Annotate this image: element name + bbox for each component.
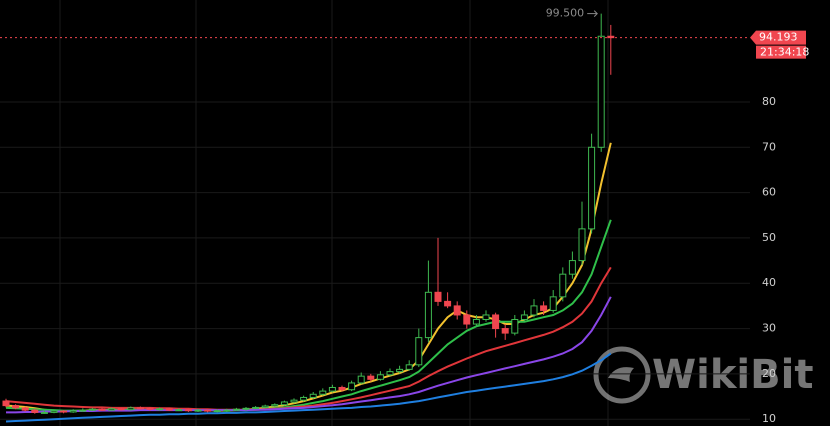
candle-body	[501, 328, 509, 334]
candle-body	[549, 296, 557, 311]
candle-body	[396, 368, 404, 373]
moving-average-line	[5, 266, 612, 411]
candle-body	[79, 409, 87, 412]
candle-body	[348, 382, 356, 391]
y-tick-label: 20	[762, 367, 776, 380]
candle-body	[98, 408, 106, 411]
candle-body	[31, 409, 39, 413]
candle-body	[261, 405, 269, 408]
y-tick-label: 40	[762, 276, 776, 289]
candle-body	[117, 408, 125, 411]
moving-average-line	[5, 142, 612, 412]
candle-body	[482, 314, 490, 320]
y-tick-label: 50	[762, 231, 776, 244]
watermark-text: WikiBit	[652, 352, 813, 398]
candle-body	[156, 408, 164, 411]
candle-body	[242, 407, 250, 410]
candle-body	[530, 305, 538, 316]
candle-body	[472, 319, 480, 325]
candle-body	[136, 407, 144, 410]
watermark: WikiBit	[593, 346, 813, 404]
candle-body	[204, 409, 212, 412]
y-tick-label: 60	[762, 186, 776, 199]
y-tick-label: 70	[762, 140, 776, 153]
countdown-label: 21:34:18	[760, 46, 809, 59]
last-price-badge	[750, 30, 806, 45]
candle-body	[2, 400, 10, 407]
candle-body	[175, 409, 183, 412]
candle-body	[559, 273, 567, 298]
candle-body	[50, 410, 58, 413]
candle-body	[434, 291, 442, 302]
candle-body	[232, 408, 240, 411]
candle-body	[319, 390, 327, 395]
candle-body	[578, 228, 586, 262]
candle-body	[453, 305, 461, 316]
watermark-logo-mark	[608, 367, 634, 382]
candle-body	[444, 300, 452, 307]
moving-average-line	[6, 296, 612, 414]
candle-body	[88, 408, 96, 411]
candle-body	[309, 393, 317, 398]
candle-body	[588, 146, 596, 230]
candle-body	[338, 386, 346, 391]
candle-body	[540, 305, 548, 311]
candle-body	[40, 411, 48, 414]
moving-average-line	[5, 219, 612, 412]
candle-body	[328, 386, 336, 392]
moving-average-line	[5, 352, 612, 423]
y-tick-label: 10	[762, 412, 776, 425]
watermark-logo	[593, 346, 651, 404]
candle-body	[12, 405, 20, 409]
candle-body	[271, 404, 279, 407]
max-price-label: 99.500	[546, 7, 585, 20]
vertical-grid	[59, 0, 609, 426]
candle-body	[146, 407, 154, 410]
candle-body	[520, 314, 528, 320]
candle-body	[280, 401, 288, 406]
max-marker-arrowhead	[593, 10, 598, 17]
candle-body	[21, 407, 29, 411]
candle-body	[165, 408, 173, 411]
candle-body	[568, 260, 576, 275]
candle-body	[69, 410, 77, 413]
y-tick-label: 80	[762, 95, 776, 108]
candle-body	[357, 375, 365, 384]
candle-body	[223, 409, 231, 412]
candle-body	[405, 364, 413, 370]
candle-body	[108, 408, 116, 411]
candle-body	[367, 375, 375, 380]
countdown-badge	[756, 45, 806, 59]
candle-body	[213, 410, 221, 413]
candle-body	[511, 319, 519, 334]
candle-body	[252, 406, 260, 409]
candle-body	[386, 371, 394, 376]
candle-body	[300, 396, 308, 401]
candle-body	[463, 314, 471, 325]
candle-body	[424, 291, 432, 339]
candle-body	[60, 410, 68, 413]
candle-body	[184, 409, 192, 412]
candle-body	[376, 374, 384, 380]
candle-body	[597, 35, 605, 148]
candle-body	[415, 337, 423, 366]
candle-body	[290, 399, 298, 403]
y-tick-label: 30	[762, 322, 776, 335]
candle-body	[492, 314, 500, 330]
candle-body	[194, 409, 202, 412]
candle-body	[127, 407, 135, 411]
plot: 10 20 30 40 50 60 70 80 94.193 21:34:18 99.500	[0, 7, 809, 425]
last-price-label: 94.193	[759, 31, 798, 44]
